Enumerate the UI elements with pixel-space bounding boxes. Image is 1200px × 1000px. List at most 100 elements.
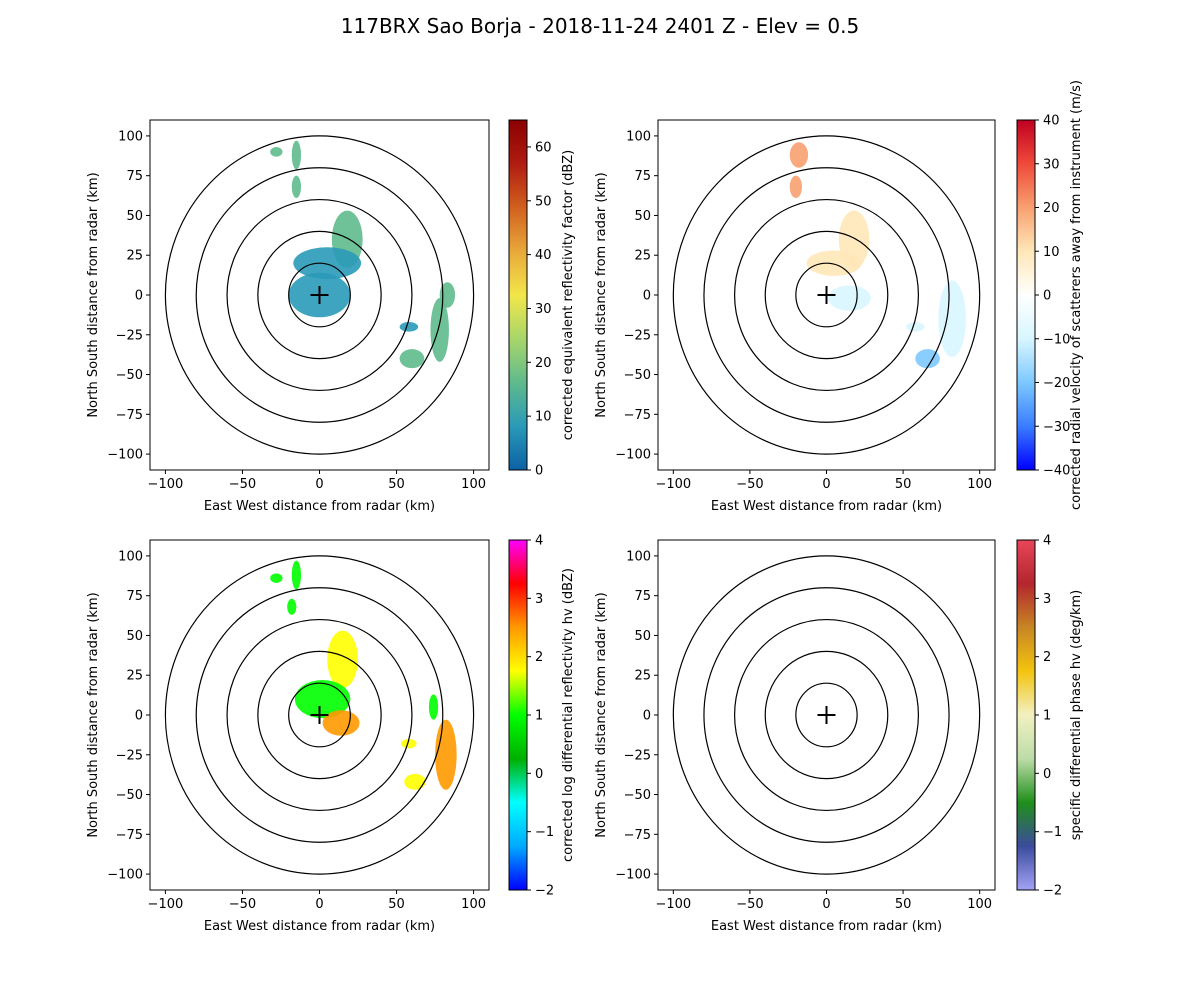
colorbar-tick-label: 0 [535, 767, 543, 782]
range-ring [672, 135, 981, 455]
range-ring [672, 555, 981, 875]
colorbar-label: corrected equivalent reflectivity factor… [561, 150, 576, 441]
x-tick-label: 50 [895, 477, 912, 492]
y-tick-label: −100 [615, 448, 651, 463]
y-tick-label: 0 [643, 289, 651, 304]
colorbar-tick-label: 4 [1043, 534, 1051, 549]
y-axis-label: North South distance from radar (km) [86, 592, 101, 837]
echo-region [270, 147, 283, 157]
range-ring [195, 587, 444, 843]
colorbar-tick-label: 2 [1043, 650, 1051, 665]
range-ring [733, 618, 920, 812]
x-axis-label: East West distance from radar (km) [204, 919, 435, 934]
colorbar-label: corrected radial velocity of scatterers … [1069, 80, 1084, 510]
range-ring [703, 167, 950, 423]
echo-region [401, 738, 417, 749]
y-tick-label: −25 [624, 748, 651, 763]
x-tick-label: 100 [461, 477, 486, 492]
x-tick-label: 100 [967, 477, 992, 492]
y-tick-label: 0 [135, 709, 143, 724]
range-ring [764, 230, 889, 360]
colorbar-tick-label: 0 [1043, 767, 1051, 782]
range-ring [288, 682, 351, 748]
y-tick-label: 25 [126, 669, 143, 684]
y-axis-label: North South distance from radar (km) [594, 172, 609, 417]
echo-region [287, 598, 297, 615]
x-tick-label: 100 [461, 897, 486, 912]
colorbar-tick-label: 40 [535, 248, 552, 263]
x-axis-label: East West distance from radar (km) [204, 499, 435, 514]
echo-region [327, 630, 359, 688]
x-tick-label: −100 [148, 477, 184, 492]
colorbar-tick-label: 30 [1043, 157, 1060, 172]
colorbar-tick-label: −1 [1043, 825, 1062, 840]
y-tick-label: 75 [126, 589, 143, 604]
echo-region [293, 247, 362, 280]
x-tick-label: −50 [229, 897, 256, 912]
colorbar-tick-label: 0 [1043, 289, 1051, 304]
range-ring [795, 682, 858, 748]
x-tick-label: 50 [895, 897, 912, 912]
x-tick-label: 50 [388, 897, 405, 912]
range-ring [703, 587, 950, 843]
echo-layer [270, 560, 457, 790]
colorbar-tick-label: 3 [1043, 592, 1051, 607]
echo-region [399, 349, 425, 369]
y-tick-label: −50 [116, 368, 143, 383]
colorbar-tick-label: 3 [535, 592, 543, 607]
range-ring [733, 198, 920, 392]
colorbar-tick-label: 30 [535, 302, 552, 317]
x-tick-label: 0 [315, 897, 323, 912]
y-tick-label: −50 [624, 368, 651, 383]
echo-region [938, 280, 966, 358]
y-tick-label: 50 [126, 629, 143, 644]
echo-region [291, 175, 302, 198]
range-ring [257, 650, 382, 780]
colorbar-tick-label: −2 [535, 884, 554, 899]
colorbar-label: specific differential phase hv (deg/km) [1069, 590, 1084, 840]
colorbar-tick-label: 1 [1043, 709, 1051, 724]
y-tick-label: 25 [126, 249, 143, 264]
x-tick-label: 50 [388, 477, 405, 492]
y-tick-label: 50 [126, 209, 143, 224]
colorbar [508, 539, 528, 891]
x-tick-label: −100 [148, 897, 184, 912]
range-ring [226, 198, 413, 392]
range-ring [288, 262, 351, 328]
echo-region [806, 250, 862, 276]
y-tick-label: −75 [624, 828, 651, 843]
panel-velocity: −100 −50 0 50 100−100−75−50−250255075100East… [594, 80, 1084, 514]
echo-region [906, 322, 925, 332]
y-tick-label: −50 [624, 788, 651, 803]
x-tick-label: 0 [315, 477, 323, 492]
echo-region [399, 322, 419, 332]
y-tick-label: 100 [118, 129, 143, 144]
echo-region [270, 573, 283, 583]
echo-region [439, 282, 456, 308]
y-tick-label: 75 [634, 589, 651, 604]
figure-title: 117BRX Sao Borja - 2018-11-24 2401 Z - E… [340, 14, 860, 38]
colorbar [508, 119, 528, 471]
range-ring [164, 135, 475, 455]
y-tick-label: 25 [634, 669, 651, 684]
y-tick-label: −25 [116, 328, 143, 343]
y-tick-label: −75 [116, 828, 143, 843]
colorbar-tick-label: 0 [535, 464, 543, 479]
y-tick-label: 75 [634, 169, 651, 184]
x-tick-label: −50 [736, 897, 763, 912]
echo-region [291, 560, 302, 590]
echo-region [789, 175, 802, 198]
y-axis-label: North South distance from radar (km) [86, 172, 101, 417]
colorbar-tick-label: 40 [1043, 114, 1060, 129]
range-ring [795, 262, 858, 328]
y-tick-label: 50 [634, 209, 651, 224]
y-tick-label: −100 [615, 868, 651, 883]
colorbar-tick-label: 10 [1043, 245, 1060, 260]
colorbar-tick-label: −10 [1043, 332, 1070, 347]
colorbar-tick-label: 20 [1043, 201, 1060, 216]
x-tick-label: −50 [736, 477, 763, 492]
colorbar-tick-label: −1 [535, 825, 554, 840]
echo-region [430, 298, 449, 362]
x-tick-label: 0 [822, 477, 830, 492]
panel-kdp: −100 −50 0 50 100 −100 −75 −50 −25 0 25 50 75 100 East… [594, 534, 1084, 935]
